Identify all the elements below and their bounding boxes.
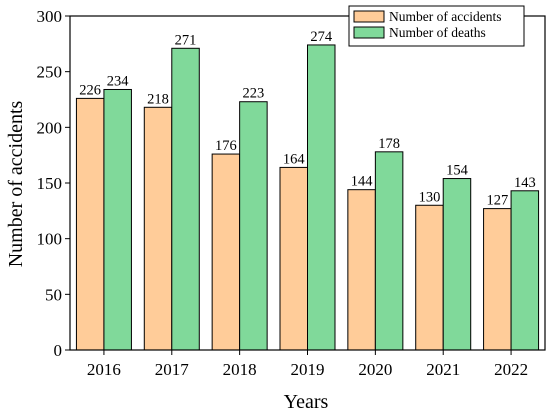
x-tick-label-2020: 2020 xyxy=(358,360,392,379)
legend-swatch-accidents xyxy=(353,10,385,23)
data-labels-layer: 226 234 218 271 176 223 164 274 144 178 130 154 127 1… xyxy=(79,29,535,209)
bars-layer xyxy=(75,44,540,351)
data-label-accidents-2017: 218 xyxy=(147,91,169,107)
axes-layer: 2016 2017 2018 2019 2020 2021 2022 0 50 100 150 200… xyxy=(37,7,546,379)
data-label-accidents-2016: 226 xyxy=(79,82,101,98)
bar-accidents-2016 xyxy=(75,97,105,351)
legend-label-accidents: Number of accidents xyxy=(389,9,501,24)
legend-swatch-deaths xyxy=(353,26,385,39)
bar-deaths-2018 xyxy=(239,101,268,351)
data-label-deaths-2021: 154 xyxy=(446,163,469,179)
y-tick-label-50: 50 xyxy=(45,285,62,304)
data-label-deaths-2022: 143 xyxy=(514,175,536,191)
x-tick-label-2018: 2018 xyxy=(223,360,257,379)
bar-deaths-2019 xyxy=(307,44,336,351)
y-tick-label-250: 250 xyxy=(37,63,63,82)
data-label-accidents-2019: 164 xyxy=(283,151,306,167)
data-label-accidents-2018: 176 xyxy=(215,138,237,154)
y-axis-title: Number of accidents xyxy=(5,100,27,267)
x-tick-label-2016: 2016 xyxy=(87,360,121,379)
bar-accidents-2019 xyxy=(279,166,308,351)
bar-deaths-2016 xyxy=(103,88,132,351)
bar-accidents-2022 xyxy=(483,208,512,351)
bar-accidents-2018 xyxy=(211,153,241,351)
data-label-accidents-2022: 127 xyxy=(486,193,508,209)
data-label-deaths-2020: 178 xyxy=(378,136,400,152)
legend-label-deaths: Number of deaths xyxy=(389,25,486,40)
y-tick-label-100: 100 xyxy=(37,230,63,249)
x-tick-label-2017: 2017 xyxy=(155,360,190,379)
bar-deaths-2021 xyxy=(442,178,472,351)
data-label-deaths-2018: 223 xyxy=(243,86,265,102)
bar-accidents-2017 xyxy=(143,106,173,351)
y-tick-label-300: 300 xyxy=(37,7,63,26)
x-axis-title: Years xyxy=(284,391,329,413)
y-tick-label-200: 200 xyxy=(37,118,63,137)
data-label-accidents-2021: 130 xyxy=(419,189,441,205)
bar-deaths-2020 xyxy=(374,151,404,351)
data-label-deaths-2019: 274 xyxy=(310,29,333,45)
data-label-deaths-2016: 234 xyxy=(107,73,130,89)
bar-accidents-2021 xyxy=(415,204,444,351)
bar-accidents-2020 xyxy=(347,189,376,351)
bar-deaths-2017 xyxy=(171,47,200,351)
data-label-accidents-2020: 144 xyxy=(351,174,374,190)
x-tick-label-2021: 2021 xyxy=(426,360,460,379)
y-tick-label-0: 0 xyxy=(54,341,63,360)
data-label-deaths-2017: 271 xyxy=(175,32,197,48)
y-tick-label-150: 150 xyxy=(37,174,63,193)
x-tick-label-2019: 2019 xyxy=(291,360,325,379)
bar-deaths-2022 xyxy=(510,190,540,351)
x-tick-label-2022: 2022 xyxy=(494,360,528,379)
plot-frame xyxy=(69,15,546,351)
